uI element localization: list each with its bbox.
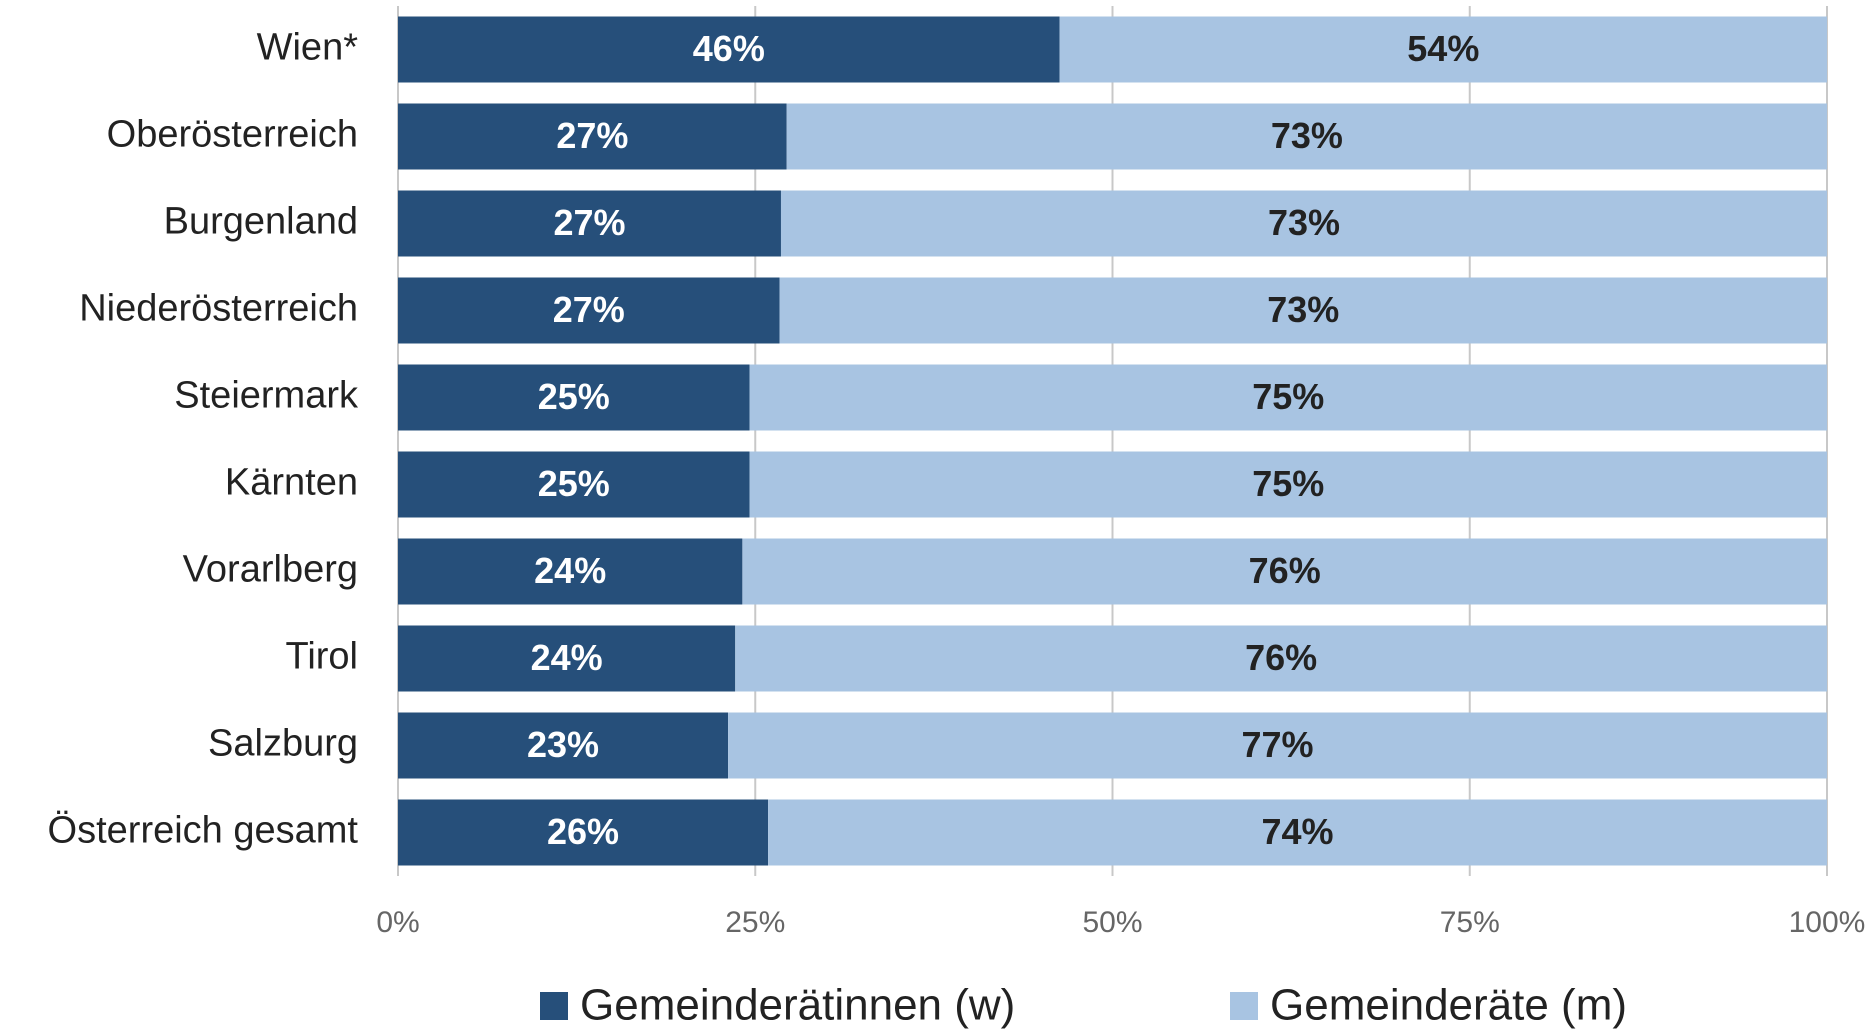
data-label: 25% [538, 463, 610, 504]
bar-segment [768, 799, 1827, 866]
data-label: 75% [1252, 463, 1324, 504]
data-label: 75% [1252, 376, 1324, 417]
data-label: 27% [556, 115, 628, 156]
data-label: 77% [1242, 724, 1314, 765]
data-label: 24% [534, 550, 606, 591]
bar-segment [398, 712, 729, 779]
bar-segment [398, 190, 781, 257]
bar-segment [779, 277, 1828, 344]
data-label: 73% [1271, 115, 1343, 156]
x-tick-label: 75% [1440, 906, 1500, 939]
data-label: 27% [553, 289, 625, 330]
y-tick-label: Oberösterreich [107, 114, 358, 156]
y-tick-label: Wien* [257, 27, 359, 69]
y-tick-label: Niederösterreich [79, 288, 358, 330]
legend-swatch [1230, 992, 1258, 1020]
legend-swatch [540, 992, 568, 1020]
x-tick-label: 25% [725, 906, 785, 939]
y-tick-label: Steiermark [174, 375, 359, 417]
bar-segment [749, 451, 1828, 518]
bar-segment [398, 625, 736, 692]
data-label: 23% [527, 724, 599, 765]
x-tick-label: 50% [1082, 906, 1142, 939]
data-label: 27% [553, 202, 625, 243]
data-label: 74% [1262, 811, 1334, 852]
y-tick-label: Kärnten [225, 462, 358, 504]
y-tick-label: Österreich gesamt [48, 810, 359, 852]
bar-segment [742, 538, 1828, 605]
bar-segment [398, 103, 787, 170]
y-tick-label: Vorarlberg [183, 549, 358, 591]
bar-segment [786, 103, 1827, 170]
x-tick-label: 0% [376, 906, 419, 939]
data-label: 76% [1245, 637, 1317, 678]
bar-segment [398, 451, 750, 518]
bar-segment [398, 277, 780, 344]
legend-label: Gemeinderäte (m) [1270, 981, 1627, 1029]
data-label: 76% [1249, 550, 1321, 591]
data-label: 54% [1407, 28, 1479, 69]
legend-label: Gemeinderätinnen (w) [580, 981, 1015, 1029]
data-label: 73% [1267, 289, 1339, 330]
data-label: 26% [547, 811, 619, 852]
y-tick-label: Tirol [286, 636, 358, 678]
data-label: 24% [531, 637, 603, 678]
bar-segment [398, 364, 750, 431]
x-tick-label: 100% [1789, 906, 1866, 939]
y-tick-label: Burgenland [164, 201, 358, 243]
bar-segment [780, 190, 1828, 257]
bar-segment [728, 712, 1827, 779]
bar-segment [398, 799, 769, 866]
data-label: 46% [693, 28, 765, 69]
data-label: 73% [1268, 202, 1340, 243]
y-tick-label: Salzburg [208, 723, 358, 765]
bar-segment [1059, 16, 1827, 83]
bar-segment [398, 538, 743, 605]
bar-segment [749, 364, 1828, 431]
bar-segment [398, 16, 1060, 83]
data-label: 25% [538, 376, 610, 417]
bar-segment [735, 625, 1827, 692]
